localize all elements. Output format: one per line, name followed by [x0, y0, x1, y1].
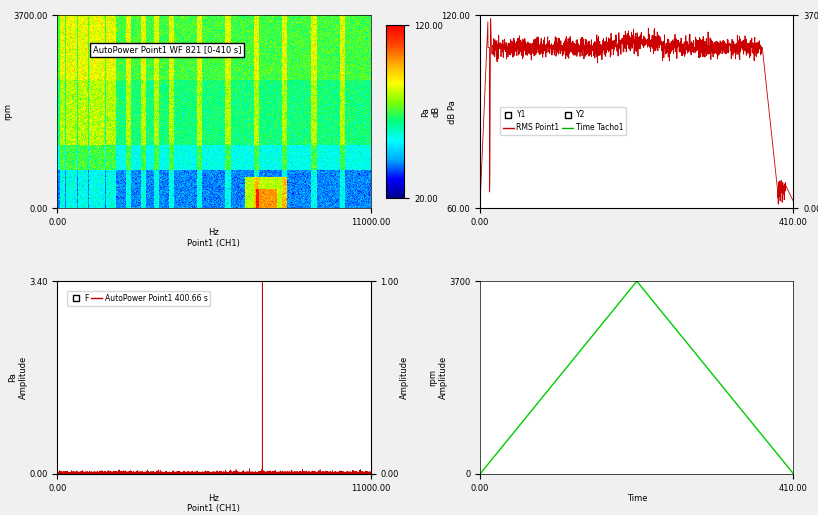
X-axis label: Time: Time — [627, 494, 647, 503]
Y-axis label: Tacho1 (T1)
rpm: Tacho1 (T1) rpm — [0, 88, 11, 136]
X-axis label: Hz
Point1 (CH1): Hz Point1 (CH1) — [187, 494, 240, 513]
Legend: F, AutoPower Point1 400.66 s: F, AutoPower Point1 400.66 s — [67, 291, 210, 306]
Y-axis label: Pa
Amplitude: Pa Amplitude — [8, 356, 28, 399]
Y-axis label: Pa
dB: Pa dB — [420, 106, 440, 117]
X-axis label: Hz
Point1 (CH1): Hz Point1 (CH1) — [187, 228, 240, 248]
Y-axis label: dB Pa: dB Pa — [448, 100, 457, 124]
Legend: Y1, RMS Point1, Y2, Time Tacho1: Y1, RMS Point1, Y2, Time Tacho1 — [500, 108, 627, 135]
Text: AutoPower Point1 WF 821 [0-410 s]: AutoPower Point1 WF 821 [0-410 s] — [92, 46, 241, 55]
Y-axis label: rpm
Amplitude: rpm Amplitude — [429, 356, 447, 399]
Y-axis label: Amplitude: Amplitude — [400, 356, 409, 399]
